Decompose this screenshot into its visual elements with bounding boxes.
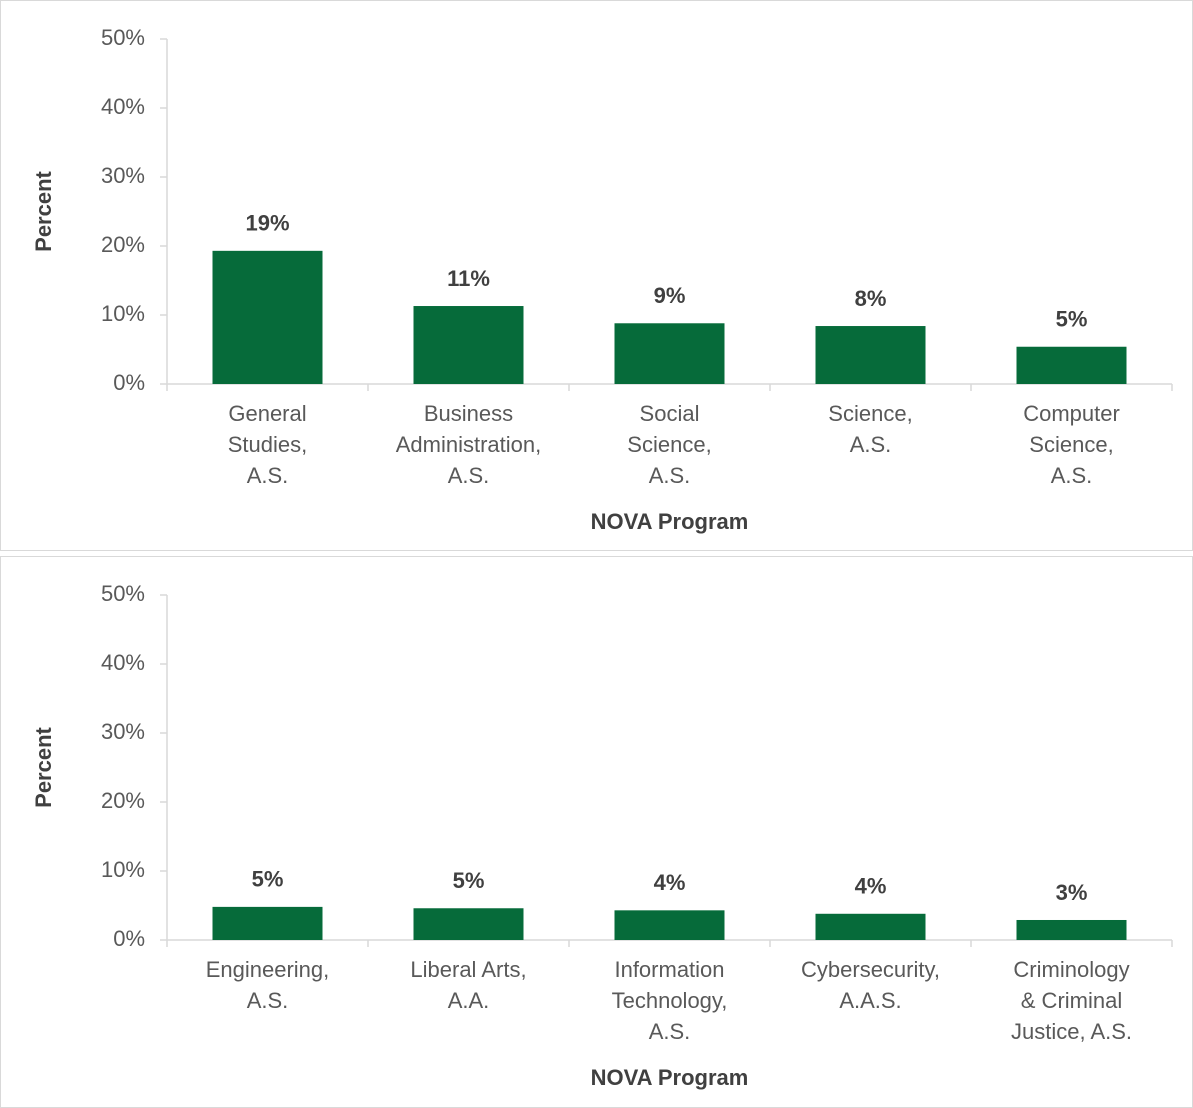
bar	[1016, 919, 1127, 940]
value-label: 5%	[252, 867, 284, 892]
bar	[1016, 346, 1127, 384]
y-axis-title: Percent	[31, 726, 56, 807]
x-tick-label: Engineering, A.S.	[206, 957, 330, 1013]
x-tick-label: Cybersecurity, A.A.S.	[801, 957, 940, 1013]
y-tick-label: 40%	[101, 94, 145, 119]
x-tick-label: Business Administration, A.S.	[396, 401, 542, 488]
y-tick-label: 0%	[113, 926, 145, 951]
bar	[614, 323, 725, 384]
x-tick-label: General Studies, A.S.	[228, 401, 308, 488]
y-tick-label: 30%	[101, 163, 145, 188]
value-label: 9%	[654, 283, 686, 308]
value-label: 4%	[654, 870, 686, 895]
bar	[614, 910, 725, 940]
y-tick-label: 10%	[101, 301, 145, 326]
y-axis-title: Percent	[31, 170, 56, 251]
y-tick-label: 20%	[101, 788, 145, 813]
bar	[413, 908, 524, 940]
y-tick-label: 20%	[101, 232, 145, 257]
bar	[413, 306, 524, 384]
x-axis-title: NOVA Program	[591, 509, 749, 534]
value-label: 3%	[1056, 880, 1088, 905]
bar	[815, 326, 926, 384]
bar	[212, 250, 323, 384]
y-tick-label: 50%	[101, 581, 145, 606]
bar	[815, 913, 926, 940]
y-tick-label: 0%	[113, 370, 145, 395]
y-tick-label: 30%	[101, 719, 145, 744]
value-label: 19%	[245, 211, 289, 236]
value-label: 5%	[453, 868, 485, 893]
value-label: 8%	[855, 286, 887, 311]
x-tick-label: Information Technology, A.S.	[612, 957, 728, 1044]
y-tick-label: 10%	[101, 857, 145, 882]
x-axis-title: NOVA Program	[591, 1065, 749, 1090]
x-tick-label: Computer Science, A.S.	[1023, 401, 1120, 488]
value-label: 5%	[1056, 307, 1088, 332]
value-label: 4%	[855, 874, 887, 899]
y-tick-label: 40%	[101, 650, 145, 675]
panel-border	[0, 0, 1193, 551]
y-tick-label: 50%	[101, 25, 145, 50]
x-tick-label: Criminology & Criminal Justice, A.S.	[1011, 957, 1132, 1044]
bar	[212, 906, 323, 940]
x-tick-label: Science, A.S.	[828, 401, 912, 457]
x-tick-label: Social Science, A.S.	[627, 401, 711, 488]
value-label: 11%	[447, 266, 490, 291]
x-tick-label: Liberal Arts, A.A.	[410, 957, 526, 1013]
